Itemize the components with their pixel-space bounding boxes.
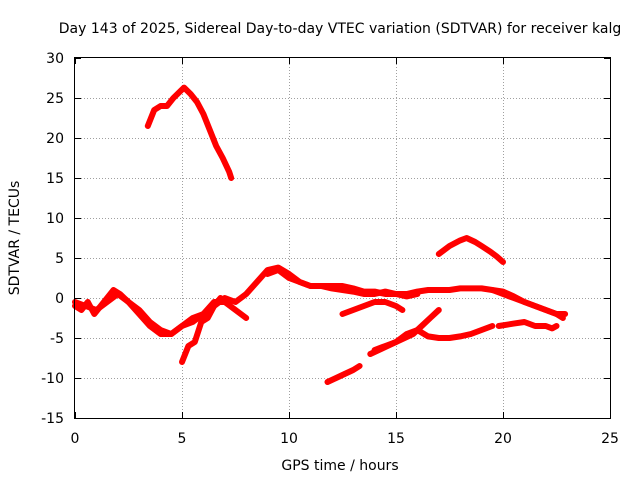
y-tick-label: -5 xyxy=(50,331,64,347)
series-arc-3 xyxy=(144,84,235,181)
series-arc-4 xyxy=(179,295,230,365)
x-tick-labels: 0 5 10 15 20 25 xyxy=(71,431,619,447)
series-arc-9 xyxy=(371,323,496,353)
series-layer xyxy=(72,84,569,385)
series-arc-2 xyxy=(72,264,421,337)
series-arc-11 xyxy=(489,287,569,317)
series-arc-5 xyxy=(264,267,566,321)
y-tick-label: 5 xyxy=(55,251,64,267)
y-axis-label: SDTVAR / TECUs xyxy=(7,181,23,296)
y-tick-label: 0 xyxy=(55,291,64,307)
x-tick-label: 25 xyxy=(601,431,619,447)
y-tick-label: -10 xyxy=(41,371,64,387)
y-tick-label: -15 xyxy=(41,411,64,427)
x-axis-label: GPS time / hours xyxy=(281,458,398,474)
y-tick-label: 20 xyxy=(46,131,64,147)
series-arc-6 xyxy=(339,299,406,317)
y-tick-label: 30 xyxy=(46,51,64,67)
series-arc-12 xyxy=(495,319,560,332)
x-tick-label: 15 xyxy=(387,431,405,447)
x-tick-label: 0 xyxy=(71,431,80,447)
chart-title: Day 143 of 2025, Sidereal Day-to-day VTE… xyxy=(59,21,621,37)
y-tick-labels: -15 -10 -5 0 5 10 15 20 25 30 xyxy=(41,51,64,427)
series-arc-7 xyxy=(324,363,363,385)
axis-ticks xyxy=(75,58,611,419)
x-tick-label: 5 xyxy=(178,431,187,447)
y-tick-label: 25 xyxy=(46,91,64,107)
y-tick-label: 15 xyxy=(46,171,64,187)
grid-lines xyxy=(75,58,610,418)
plot-frame xyxy=(74,57,611,419)
x-tick-label: 20 xyxy=(494,431,512,447)
series-arc-10 xyxy=(435,235,506,265)
y-tick-label: 10 xyxy=(46,211,64,227)
x-tick-label: 10 xyxy=(280,431,298,447)
